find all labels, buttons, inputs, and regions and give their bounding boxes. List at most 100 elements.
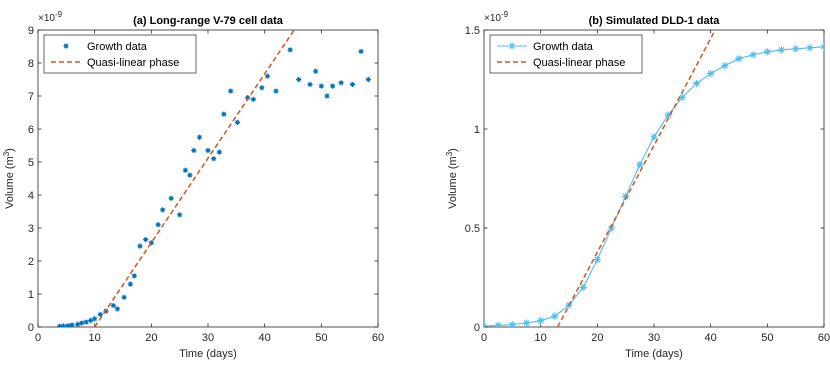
growth-data-point — [358, 48, 364, 55]
growth-data-point — [131, 273, 137, 279]
growth-data-point — [636, 161, 644, 169]
legend-entry-label: Growth data — [533, 41, 594, 53]
x-tick-label: 30 — [648, 332, 660, 344]
x-tick-label: 30 — [202, 332, 214, 344]
growth-data-point — [245, 95, 251, 101]
y-tick-label: 3 — [28, 223, 34, 235]
y-axis-label: Volume (m3) — [445, 148, 459, 209]
x-tick-label: 40 — [705, 332, 717, 344]
growth-data-point — [650, 133, 658, 141]
axes-box — [483, 29, 825, 328]
growth-data-point — [307, 81, 313, 88]
x-tick-label: 0 — [35, 332, 41, 344]
growth-data-point — [137, 243, 143, 249]
growth-data-point — [494, 321, 502, 327]
legend: Growth data Quasi-linear phase — [489, 34, 643, 74]
growth-data-point — [160, 207, 166, 213]
y-tick-label: 2 — [28, 256, 34, 268]
legend-swatch-marker — [63, 43, 69, 49]
y-tick-label: 4 — [28, 190, 34, 202]
growth-data-point — [211, 156, 217, 162]
growth-data-point — [820, 43, 824, 51]
growth-data-point — [127, 281, 133, 287]
growth-data-point — [168, 195, 174, 201]
x-tick-label: 10 — [535, 332, 547, 344]
growth-data-point — [177, 212, 183, 218]
y-axis-label-end: ) — [4, 148, 16, 152]
growth-data-point — [349, 81, 356, 88]
x-tick-label: 10 — [89, 332, 101, 344]
x-axis-label: Time (days) — [179, 348, 237, 360]
legend-box — [489, 34, 643, 74]
legend-entry-label: Quasi-linear phase — [87, 57, 179, 69]
quasi-linear-phase-line — [557, 30, 716, 327]
growth-data-point — [607, 224, 616, 232]
legend-swatch-marker — [508, 42, 516, 50]
growth-data-point — [273, 88, 279, 94]
growth-data-point — [484, 322, 488, 327]
growth-data-point — [707, 69, 715, 78]
legend: Growth data Quasi-linear phase — [43, 34, 197, 74]
x-tick-label: 50 — [315, 332, 327, 344]
y-axis-label-end: ) — [447, 148, 459, 152]
y-tick-label: 0 — [474, 322, 480, 334]
growth-data-point — [143, 236, 149, 243]
y-axis-label-sup: 3 — [445, 151, 454, 156]
growth-data-point — [65, 323, 71, 327]
y-tick-label: 0.5 — [465, 223, 480, 235]
growth-data-point — [296, 76, 302, 83]
growth-data-point — [148, 240, 154, 246]
x-tick-label: 0 — [481, 332, 487, 344]
growth-data-point — [182, 167, 188, 173]
y-tick-label: 1 — [28, 289, 34, 301]
legend-box — [43, 34, 197, 74]
y-exponent-label: ×10-9 — [38, 10, 63, 24]
growth-data-point — [79, 320, 85, 326]
growth-data-point — [338, 80, 344, 86]
growth-data-point — [234, 119, 241, 125]
y-tick-label: 6 — [28, 124, 34, 136]
growth-data-point — [60, 323, 67, 327]
growth-data-point — [191, 147, 197, 154]
growth-data-point — [692, 79, 701, 88]
y-tick-label: 1.5 — [465, 25, 480, 37]
growth-data-point — [622, 192, 630, 200]
growth-data-point — [678, 93, 686, 101]
growth-data-point — [155, 222, 161, 228]
growth-data-point — [522, 319, 531, 327]
y-exponent-power: -9 — [55, 10, 63, 19]
x-tick-label: 60 — [372, 332, 384, 344]
y-tick-label: 1 — [474, 124, 480, 136]
growth-data-point — [749, 51, 757, 59]
growth-data-point — [69, 322, 75, 327]
legend-entry-label: Quasi-linear phase — [533, 57, 625, 69]
growth-data-point — [196, 134, 203, 140]
plot-area — [56, 30, 371, 327]
growth-data-point — [551, 312, 559, 320]
y-tick-label: 7 — [28, 91, 34, 103]
quasi-linear-phase-line — [94, 30, 295, 327]
y-exponent-label: ×10-9 — [484, 10, 509, 24]
growth-data-point — [537, 317, 545, 325]
x-tick-label: 50 — [761, 332, 773, 344]
growth-data-point — [313, 68, 319, 74]
growth-data-point — [735, 55, 743, 63]
growth-data-point — [721, 62, 729, 70]
growth-data-point — [763, 48, 771, 56]
growth-data-point — [579, 283, 587, 291]
growth-data-point — [97, 311, 103, 318]
growth-data-point — [365, 76, 371, 83]
chart-title: (a) Long-range V-79 cell data — [133, 15, 284, 27]
panel-b: 0 10 20 30 40 50 60 0 0.5 1 1.5 ×10-9 (b) Simulated … — [445, 10, 830, 360]
growth-data-point — [330, 83, 336, 89]
x-tick-label: 20 — [591, 332, 603, 344]
growth-data-point — [205, 147, 211, 154]
legend-entry-label: Growth data — [87, 41, 148, 53]
growth-data-point — [250, 96, 256, 102]
growth-data-point — [508, 321, 516, 327]
growth-data-point — [324, 93, 330, 99]
growth-data-point — [110, 302, 116, 309]
x-tick-label: 20 — [145, 332, 157, 344]
y-axis-label-sup: 3 — [2, 151, 11, 156]
